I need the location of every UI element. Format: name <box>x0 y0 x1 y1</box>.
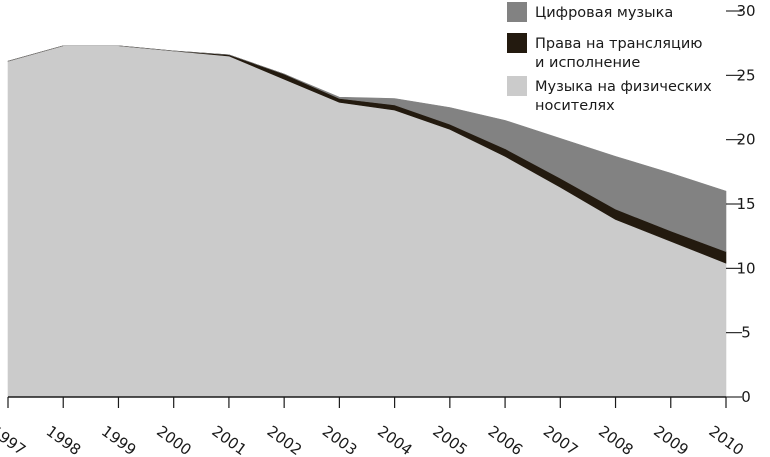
y-tick-label-0: 0 <box>741 388 751 406</box>
y-tick-label-30: 30 <box>736 2 755 20</box>
x-tick-label-2001: 2001 <box>208 422 249 457</box>
legend-label-0-1: носителях <box>535 98 615 114</box>
legend-label-1-0: Права на трансляцию <box>535 36 703 52</box>
x-tick-label-2006: 2006 <box>485 422 526 457</box>
x-tick-label-2000: 2000 <box>153 422 194 457</box>
x-tick-label-2008: 2008 <box>595 422 636 457</box>
x-tick-label-2010: 2010 <box>706 422 747 457</box>
legend-label-0-0: Музыка на физических <box>535 79 712 95</box>
area-series-2 <box>7 45 727 252</box>
x-axis: 1997 1998 1999 2000 2001 2002 2003 2004 2005 2006… <box>0 396 747 457</box>
x-tick-label-2009: 2009 <box>650 422 691 457</box>
legend-swatch-1 <box>507 33 527 53</box>
x-tick-label-2002: 2002 <box>264 422 305 457</box>
y-tick-label-25: 25 <box>736 66 755 84</box>
y-tick-label-15: 15 <box>736 195 755 213</box>
area-layers <box>7 45 727 398</box>
x-tick-label-2005: 2005 <box>429 422 470 457</box>
x-tick-label-2004: 2004 <box>374 422 415 457</box>
y-axis: 0 5 10 15 20 25 30 <box>726 2 756 406</box>
legend-swatch-0 <box>507 76 527 96</box>
legend-swatch-2 <box>507 2 527 22</box>
y-tick-label-10: 10 <box>736 259 755 277</box>
legend-label-1-1: и исполнение <box>535 55 640 71</box>
y-tick-label-5: 5 <box>741 324 751 342</box>
x-tick-label-1997: 1997 <box>0 422 29 457</box>
x-tick-label-2007: 2007 <box>540 422 581 457</box>
x-tick-label-1998: 1998 <box>43 422 84 457</box>
legend-label-2-0: Цифровая музыка <box>535 5 673 21</box>
x-tick-label-2003: 2003 <box>319 422 360 457</box>
y-tick-label-20: 20 <box>736 131 755 149</box>
x-tick-label-1999: 1999 <box>98 422 139 457</box>
legend: Цифровая музыка Права на трансляцию и испо… <box>507 2 712 114</box>
